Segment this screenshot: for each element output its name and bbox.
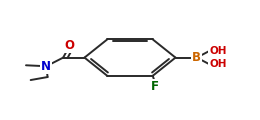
Text: OH: OH <box>209 59 227 69</box>
Text: O: O <box>65 39 75 52</box>
Text: B: B <box>192 51 201 64</box>
Text: OH: OH <box>209 46 227 56</box>
Text: F: F <box>151 80 159 93</box>
Text: N: N <box>41 60 51 73</box>
